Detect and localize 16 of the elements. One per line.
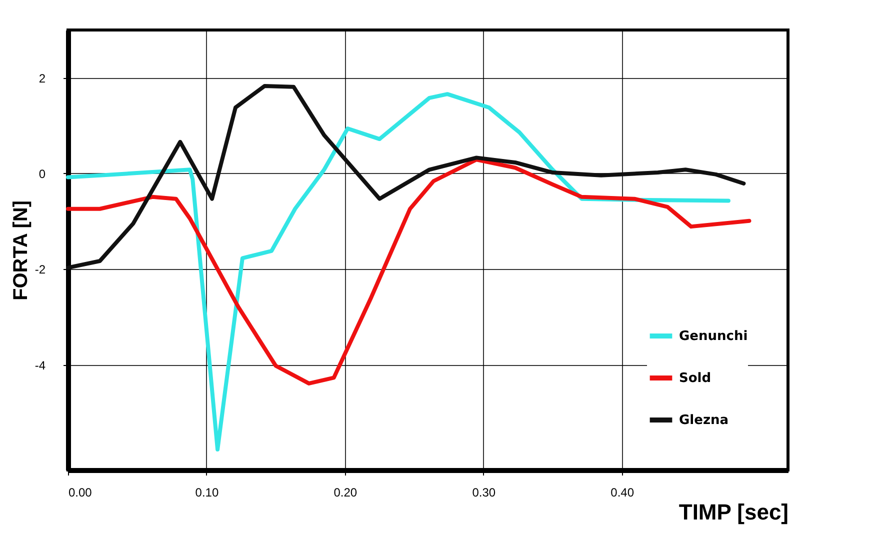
legend-label: Glezna [679,413,729,428]
line-series [66,84,746,270]
y-tick-label: 2 [38,71,46,86]
y-tick-label: -4 [34,358,46,372]
x-axis-title: TIMP [sec] [678,500,788,524]
x-tick-label: 0.20 [334,486,358,500]
x-tick-label: 0.30 [472,486,496,500]
y-tick-label: -2 [34,262,46,277]
x-tick-label: 0.00 [68,486,92,500]
y-tick-label: 0 [38,166,46,181]
x-tick-label: 0.10 [195,486,219,500]
line-series [66,158,752,386]
legend-label: Genunchi [679,329,748,344]
y-axis-title: FORTA [N] [10,200,32,300]
legend-label: Sold [679,371,712,386]
x-tick-label: 0.40 [610,486,634,500]
